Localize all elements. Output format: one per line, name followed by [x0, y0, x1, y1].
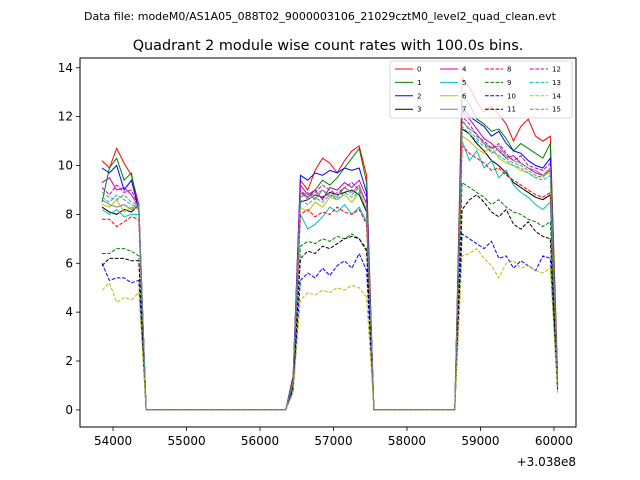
legend-box: [389, 60, 573, 119]
legend-label-0: 0: [417, 66, 421, 74]
y-axis: 0 2 4 6 8 10 12 14: [58, 61, 80, 417]
plot-frame: [80, 58, 576, 427]
legend-label-12: 12: [552, 66, 561, 74]
legend-label-14: 14: [552, 92, 561, 100]
x-offset-label: +3.038e8: [517, 455, 576, 469]
y-tick-label: 2: [65, 354, 73, 368]
x-tick-label: 55000: [167, 434, 205, 448]
series-line-13: [101, 125, 559, 411]
y-tick-label: 10: [58, 159, 73, 173]
x-tick-label: 56000: [241, 434, 279, 448]
legend-label-6: 6: [462, 92, 467, 100]
y-tick-label: 12: [58, 110, 73, 124]
legend-label-4: 4: [462, 66, 467, 74]
y-tick-label: 8: [65, 207, 73, 221]
legend-label-11: 11: [507, 106, 516, 114]
y-tick-label: 14: [58, 61, 73, 75]
legend-label-2: 2: [417, 92, 421, 100]
x-axis: 54000 55000 56000 57000 58000 59000 60000: [94, 427, 573, 448]
legend-label-13: 13: [552, 79, 561, 87]
x-tick-label: 57000: [314, 434, 352, 448]
series-layer: [101, 76, 559, 411]
legend-label-15: 15: [552, 106, 561, 114]
data-file-label: Data file: modeM0/AS1A05_088T02_90000031…: [84, 10, 557, 23]
x-tick-label: 58000: [388, 434, 426, 448]
y-tick-label: 6: [65, 256, 73, 270]
y-tick-label: 4: [65, 305, 73, 319]
legend-label-7: 7: [462, 106, 466, 114]
series-line-15: [101, 117, 559, 411]
legend-label-10: 10: [507, 92, 516, 100]
chart-title: Quadrant 2 module wise count rates with …: [133, 38, 524, 54]
x-tick-label: 60000: [535, 434, 573, 448]
x-tick-label: 59000: [461, 434, 499, 448]
legend-label-3: 3: [417, 106, 421, 114]
x-tick-label: 54000: [94, 434, 132, 448]
y-tick-label: 0: [65, 403, 73, 417]
legend-label-1: 1: [417, 79, 421, 87]
legend-label-5: 5: [462, 79, 466, 87]
legend-label-8: 8: [507, 66, 511, 74]
series-line-11: [101, 194, 559, 411]
plot-border: [79, 57, 577, 428]
legend-label-9: 9: [507, 79, 511, 87]
